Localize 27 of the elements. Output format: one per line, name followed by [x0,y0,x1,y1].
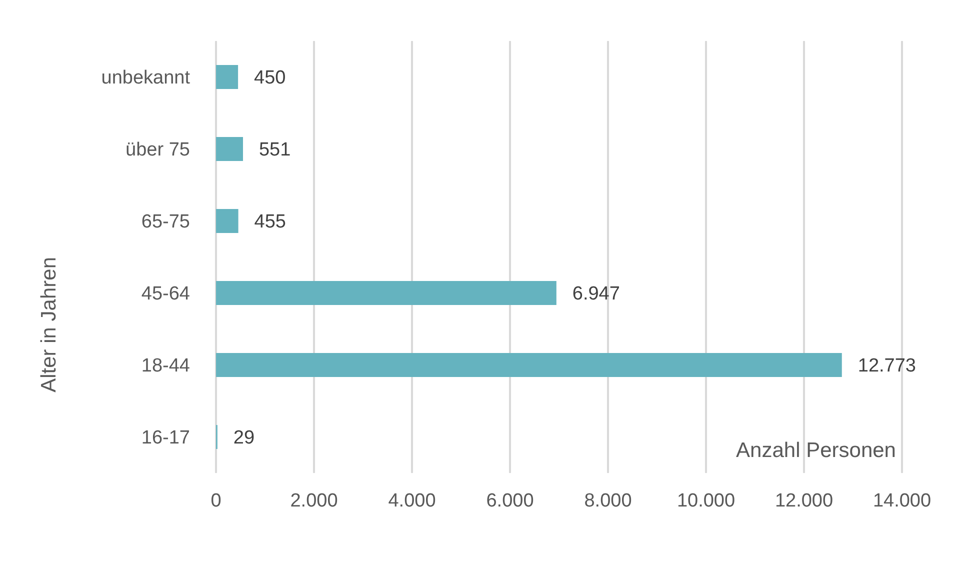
x-tick-label: 0 [210,490,222,512]
y-tick-label: 18-44 [141,356,190,377]
data-label: 455 [254,212,286,233]
x-tick-label: 4.000 [388,490,436,512]
bar [216,353,842,377]
data-label: 29 [233,428,255,449]
x-tick-label: 10.000 [676,490,736,512]
x-axis-title: Anzahl Personen [736,439,896,463]
y-tick-label: 65-75 [141,212,190,233]
x-tick-label: 6.000 [486,490,534,512]
bar [216,281,556,305]
y-tick-label: über 75 [126,140,190,161]
data-label: 450 [254,68,286,89]
y-tick-label: 16-17 [141,428,190,449]
y-tick-label: 45-64 [141,284,190,305]
x-tick-label: 8.000 [584,490,632,512]
data-label: 6.947 [572,284,620,305]
data-label: 551 [259,140,291,161]
x-tick-label: 2.000 [290,490,338,512]
bar [216,65,238,89]
data-label: 12.773 [858,356,916,377]
bar [216,137,243,161]
x-tick-label: 14.000 [872,490,932,512]
y-axis-title: Alter in Jahren [37,257,60,392]
y-tick-label: unbekannt [101,68,191,89]
x-tick-label: 12.000 [774,490,834,512]
bar [216,209,238,233]
